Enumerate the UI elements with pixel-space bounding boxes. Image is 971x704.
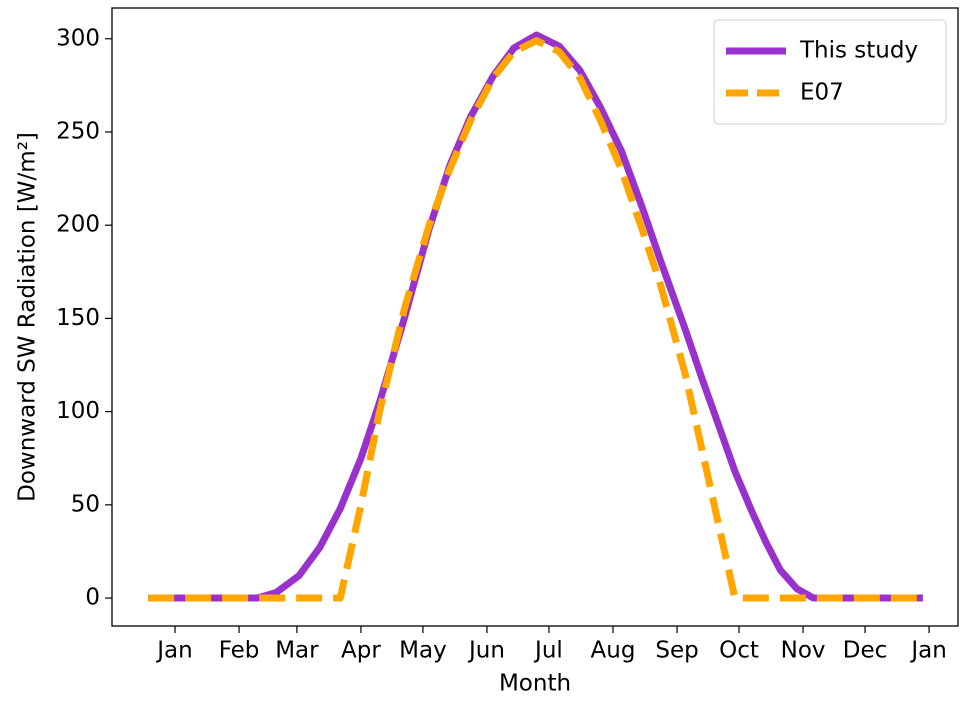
series-line bbox=[148, 31, 923, 602]
y-axis-label: Downward SW Radiation [W/m²] bbox=[15, 132, 41, 502]
x-tick-label: Apr bbox=[341, 638, 381, 664]
y-tick-label: 50 bbox=[71, 491, 100, 517]
x-tick-label: Dec bbox=[843, 638, 888, 664]
x-tick-label: Aug bbox=[591, 638, 636, 664]
x-tick-label: Jan bbox=[909, 638, 946, 664]
x-tick-label: Jul bbox=[533, 638, 563, 664]
y-tick-label: 200 bbox=[56, 212, 100, 238]
x-tick-label: Jun bbox=[467, 638, 505, 664]
x-tick-label: Nov bbox=[781, 638, 826, 664]
legend-label: E07 bbox=[800, 80, 844, 106]
y-tick-label: 100 bbox=[56, 398, 100, 424]
y-tick-label: 250 bbox=[56, 118, 100, 144]
x-tick-label: Mar bbox=[275, 638, 319, 664]
x-tick-label: Sep bbox=[655, 638, 698, 664]
plot-frame bbox=[111, 7, 959, 627]
x-axis-label: Month bbox=[499, 671, 571, 697]
x-tick-label: May bbox=[399, 638, 447, 664]
y-tick-label: 0 bbox=[85, 585, 100, 611]
x-tick-label: Feb bbox=[219, 638, 260, 664]
x-tick-label: Oct bbox=[719, 638, 759, 664]
legend-label: This study bbox=[799, 38, 918, 64]
y-tick-label: 300 bbox=[56, 25, 100, 51]
y-tick-label: 150 bbox=[56, 305, 100, 331]
legend-box bbox=[713, 19, 947, 125]
x-tick-label: Jan bbox=[155, 638, 192, 664]
